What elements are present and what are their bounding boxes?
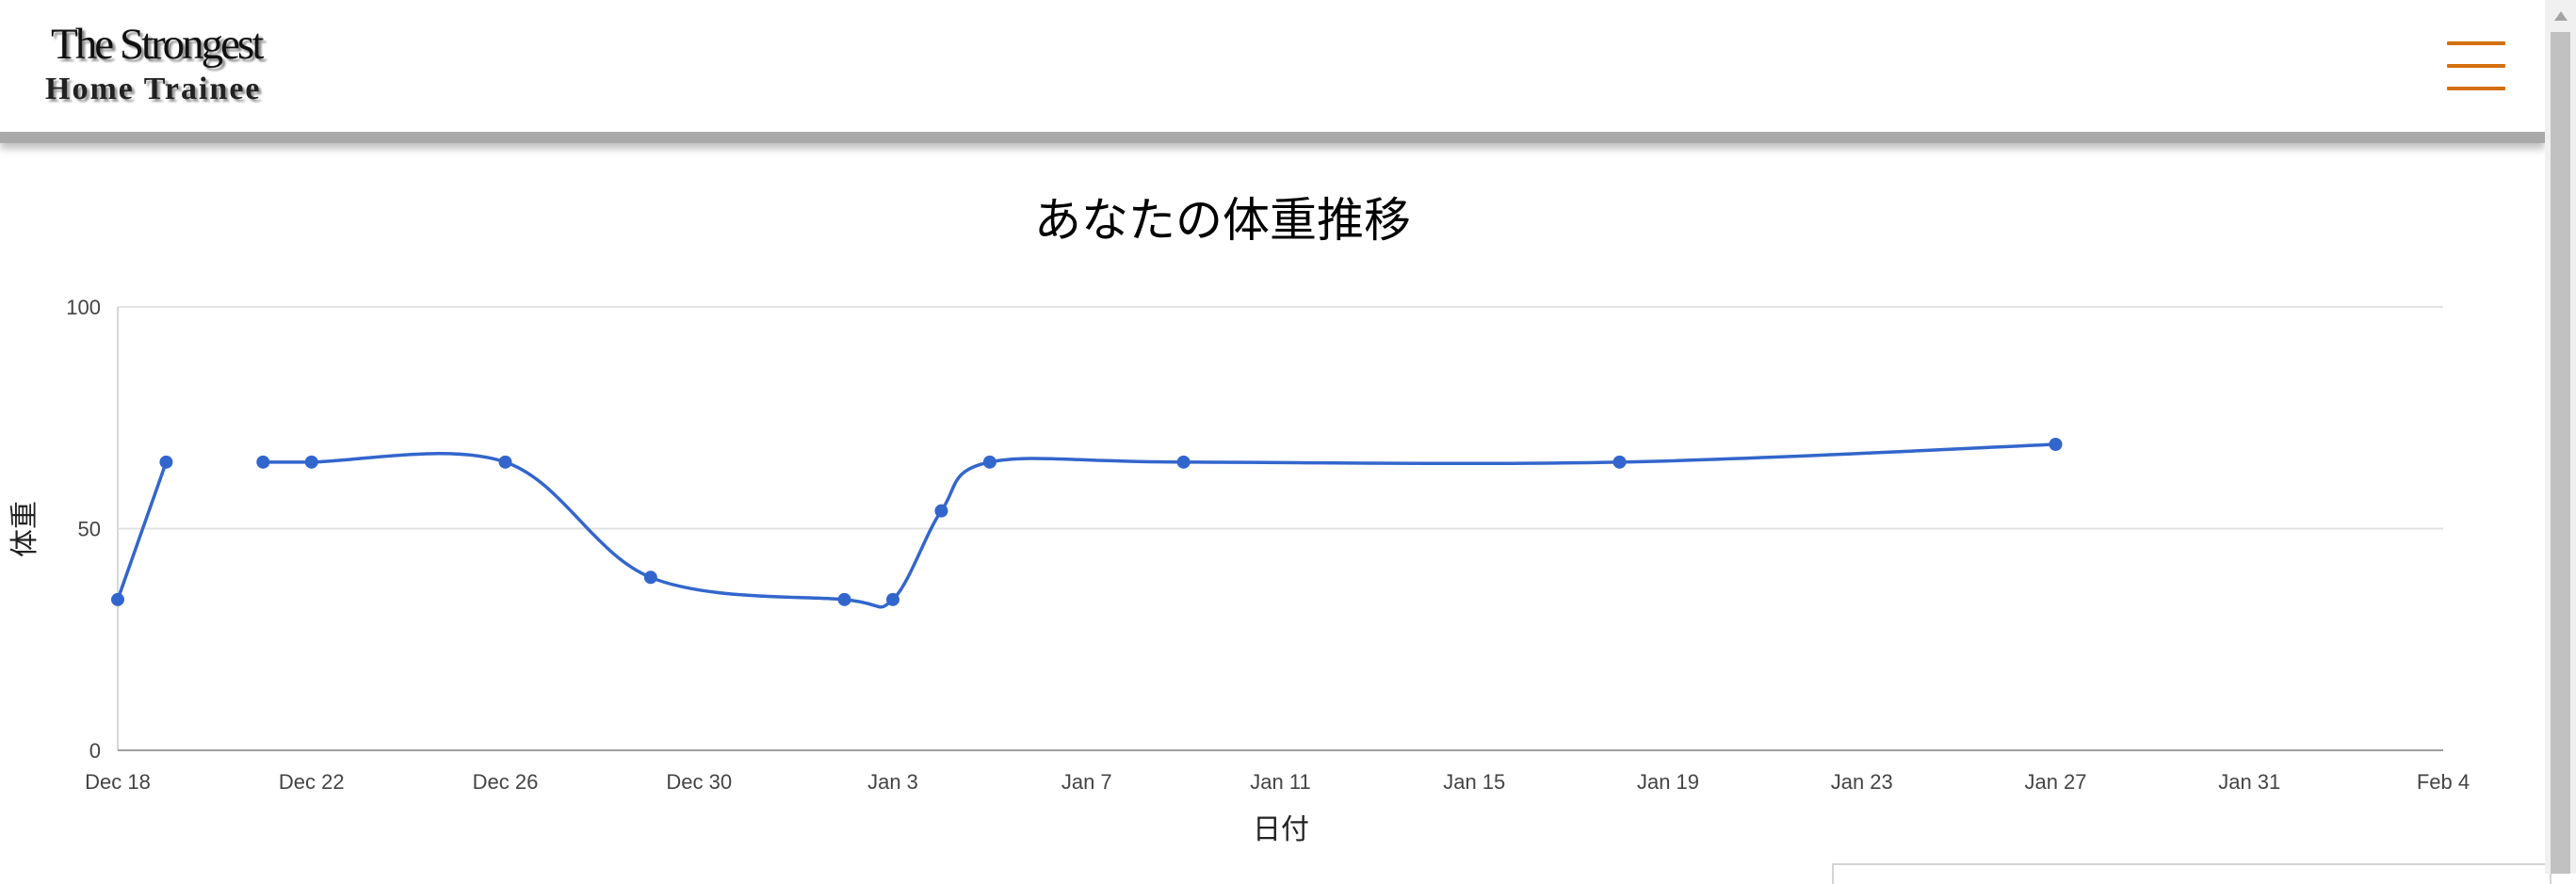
y-tick-label: 50 bbox=[78, 518, 101, 541]
data-point bbox=[643, 571, 657, 585]
weight-chart: あなたの体重推移 0 50 100 Dec 18 Dec 22 Dec 26 Dec 30… bbox=[9, 194, 2470, 845]
x-tick-label: Dec 26 bbox=[473, 770, 539, 794]
hamburger-menu-icon[interactable] bbox=[2447, 41, 2507, 92]
x-tick-label: Dec 22 bbox=[279, 770, 345, 794]
data-point bbox=[934, 504, 948, 518]
x-axis-ticks: Dec 18 Dec 22 Dec 26 Dec 30 Jan 3 Jan 7 Jan 11… bbox=[85, 770, 2470, 794]
y-tick-label: 0 bbox=[89, 739, 101, 763]
logo-title: The Strongest bbox=[51, 20, 264, 69]
x-tick-label: Jan 3 bbox=[867, 770, 918, 794]
x-tick-label: Dec 30 bbox=[666, 770, 732, 794]
data-point bbox=[837, 592, 851, 606]
y-axis-title: 体重 bbox=[9, 501, 41, 557]
data-point bbox=[1612, 455, 1627, 469]
x-tick-label: Jan 23 bbox=[1831, 770, 1893, 794]
scrollbar-thumb[interactable] bbox=[2551, 32, 2570, 874]
x-axis-title: 日付 bbox=[1253, 814, 1309, 845]
x-tick-label: Jan 31 bbox=[2218, 770, 2280, 794]
app-header: The Strongest Home Trainee bbox=[0, 0, 2545, 143]
x-tick-label: Feb 4 bbox=[2417, 770, 2470, 794]
data-point bbox=[159, 455, 173, 469]
data-point bbox=[886, 592, 899, 606]
logo-subtitle: Home Trainee bbox=[45, 72, 262, 106]
data-point bbox=[2049, 438, 2063, 452]
app-logo[interactable]: The Strongest Home Trainee bbox=[45, 19, 290, 113]
chart-title: あなたの体重推移 bbox=[1034, 194, 1411, 247]
x-tick-label: Jan 15 bbox=[1443, 770, 1505, 794]
x-tick-label: Jan 27 bbox=[2024, 770, 2086, 794]
data-point bbox=[1176, 455, 1191, 469]
weight-points bbox=[111, 438, 2063, 606]
weight-series bbox=[116, 442, 2056, 609]
y-axis-ticks: 0 50 100 bbox=[66, 296, 101, 763]
x-tick-label: Jan 11 bbox=[1250, 770, 1310, 794]
vertical-scrollbar[interactable] bbox=[2545, 0, 2576, 874]
chart-axes bbox=[117, 307, 2443, 751]
x-tick-label: Dec 18 bbox=[85, 770, 151, 794]
chart-grid bbox=[118, 306, 2443, 530]
bottom-panel-edge bbox=[1832, 863, 2552, 884]
data-point bbox=[304, 455, 318, 469]
menu-bar bbox=[2447, 87, 2505, 90]
x-tick-label: Jan 19 bbox=[1637, 770, 1699, 794]
data-point bbox=[111, 592, 124, 606]
data-point bbox=[498, 455, 512, 469]
menu-bar bbox=[2447, 64, 2505, 68]
y-tick-label: 100 bbox=[66, 296, 101, 319]
scroll-up-arrow-icon[interactable] bbox=[2554, 11, 2568, 21]
data-point bbox=[256, 455, 270, 469]
data-point bbox=[982, 455, 996, 469]
series-line bbox=[116, 461, 169, 601]
series-line bbox=[263, 442, 2056, 609]
menu-bar bbox=[2447, 41, 2505, 45]
x-tick-label: Jan 7 bbox=[1061, 770, 1112, 794]
